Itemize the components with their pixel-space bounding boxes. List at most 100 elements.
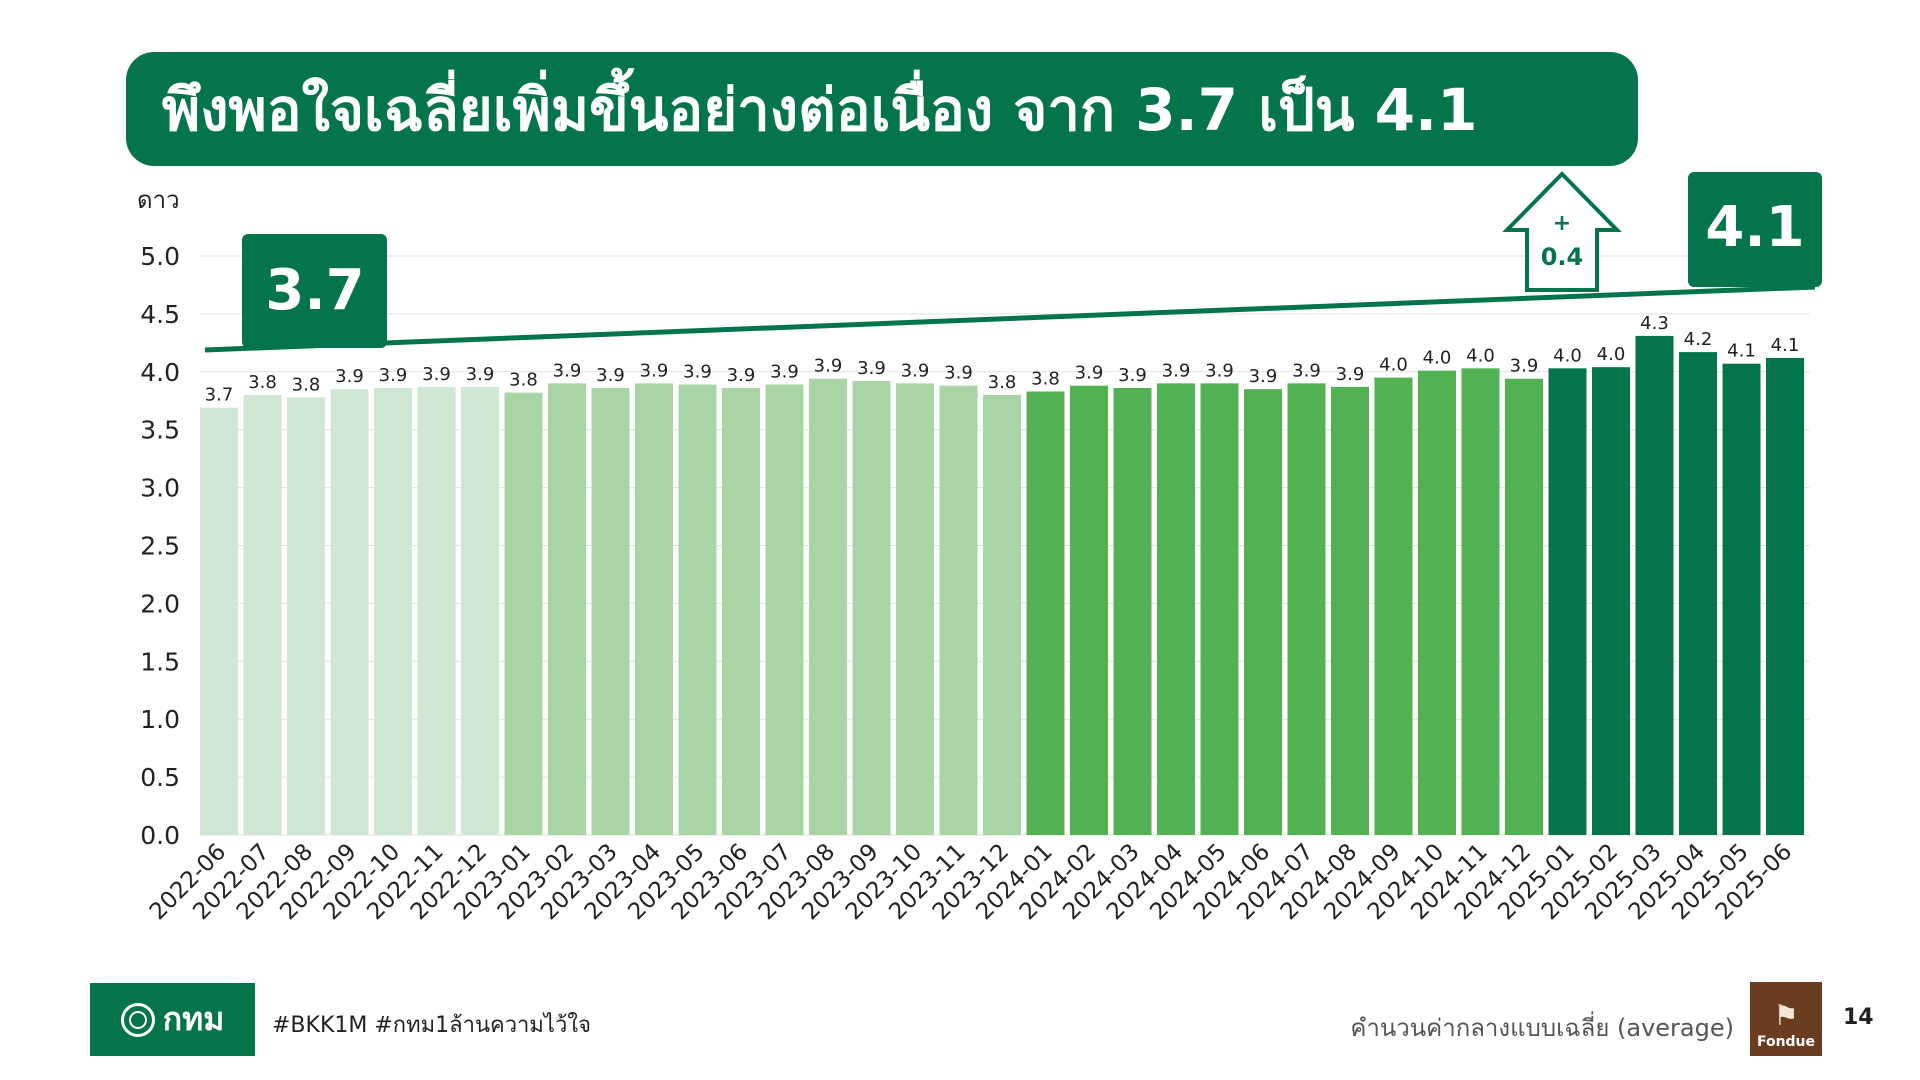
y-axis-label: ดาว — [137, 186, 180, 214]
data-label: 3.9 — [901, 360, 930, 381]
data-label: 4.0 — [1553, 345, 1582, 366]
bar — [200, 407, 238, 835]
bar — [1592, 367, 1630, 835]
data-label: 3.9 — [1336, 364, 1365, 385]
data-label: 3.9 — [596, 365, 625, 386]
page-number: 14 — [1843, 1005, 1874, 1030]
data-label: 3.9 — [335, 366, 364, 387]
y-tick-label: 4.5 — [140, 300, 180, 329]
bar — [548, 383, 586, 835]
data-label: 4.0 — [1423, 348, 1452, 369]
bar — [1635, 335, 1674, 835]
bar — [1548, 368, 1587, 835]
bar — [1374, 377, 1413, 835]
delta-value-label: 0.4 — [1541, 243, 1584, 271]
hashtags: #BKK1M #กทม1ล้านความไว้ใจ — [272, 1013, 591, 1038]
bar — [765, 384, 804, 835]
bar — [1418, 370, 1456, 835]
start-value-label: 3.7 — [265, 258, 364, 323]
y-tick-label: 0.0 — [140, 821, 180, 850]
y-tick-label: 3.0 — [140, 474, 180, 503]
bar — [461, 386, 499, 835]
data-label: 3.8 — [509, 370, 538, 391]
megaphone-icon: ⚑ — [1773, 999, 1799, 1032]
data-label: 4.1 — [1727, 341, 1756, 362]
data-label: 4.2 — [1684, 329, 1713, 350]
up-arrow-icon — [1502, 171, 1622, 292]
bar — [1505, 378, 1543, 835]
data-label: 3.9 — [553, 360, 582, 381]
bar — [1200, 383, 1239, 835]
bar — [852, 381, 891, 835]
y-tick-label: 2.5 — [140, 532, 180, 561]
bar — [330, 389, 369, 835]
data-label: 3.8 — [988, 372, 1017, 393]
bar — [1026, 391, 1065, 835]
bar — [809, 378, 847, 835]
data-label: 3.9 — [422, 364, 451, 385]
y-tick-label: 2.0 — [140, 589, 180, 618]
data-label: 3.8 — [292, 374, 321, 395]
data-label: 3.9 — [640, 360, 669, 381]
data-label: 4.1 — [1771, 335, 1800, 356]
bar — [1070, 385, 1108, 835]
bar — [591, 388, 630, 835]
bar — [1331, 386, 1369, 835]
data-label: 3.9 — [1292, 360, 1321, 381]
y-tick-label: 1.5 — [140, 647, 180, 676]
bar — [374, 388, 412, 835]
bar-chart: 0.00.51.01.52.02.53.03.54.04.55.0ดาว3.72… — [137, 171, 1822, 925]
data-label: 3.9 — [379, 365, 408, 386]
bar — [939, 385, 978, 835]
data-label: 3.9 — [727, 365, 756, 386]
bma-logo: กทม — [90, 983, 255, 1056]
data-label: 4.3 — [1640, 313, 1669, 334]
city-seal-icon — [120, 1002, 155, 1037]
data-label: 3.9 — [857, 358, 886, 379]
bar — [1679, 352, 1717, 835]
data-label: 3.9 — [770, 362, 799, 383]
y-tick-label: 0.5 — [140, 763, 180, 792]
bar — [1722, 363, 1761, 835]
data-label: 3.9 — [1249, 366, 1278, 387]
bar — [1766, 357, 1804, 835]
bar — [635, 383, 673, 835]
data-label: 3.8 — [1031, 368, 1060, 389]
y-tick-label: 5.0 — [140, 242, 180, 271]
end-value-box — [1688, 172, 1822, 287]
title-banner: พึงพอใจเฉลี่ยเพิ่มขึ้นอย่างต่อเนื่อง จาก… — [126, 52, 1638, 166]
end-value-label: 4.1 — [1705, 195, 1804, 260]
bar — [504, 392, 543, 835]
data-label: 3.9 — [1118, 365, 1147, 386]
bar — [1244, 389, 1282, 835]
data-label: 3.9 — [1205, 360, 1234, 381]
delta-plus-label: + — [1553, 211, 1571, 236]
start-value-box — [242, 234, 387, 348]
data-label: 3.9 — [683, 362, 712, 383]
bar — [983, 394, 1021, 835]
data-label: 3.9 — [1510, 356, 1539, 377]
y-tick-label: 4.0 — [140, 358, 180, 387]
method-note: คำนวนค่ากลางแบบเฉลี่ย (average) — [1350, 1014, 1734, 1042]
bar — [417, 386, 456, 835]
fondue-brand: Fondue — [1756, 1034, 1816, 1050]
data-label: 3.8 — [248, 372, 277, 393]
data-label: 4.0 — [1466, 345, 1495, 366]
bar — [1287, 383, 1326, 835]
bar — [287, 397, 325, 835]
bar — [896, 383, 934, 835]
trend-line — [204, 284, 1816, 353]
y-tick-label: 1.0 — [140, 705, 180, 734]
fondue-logo: ⚑ Fondue — [1750, 982, 1822, 1056]
bar — [722, 388, 760, 835]
data-label: 3.9 — [814, 356, 843, 377]
bar — [678, 384, 717, 835]
page-title: พึงพอใจเฉลี่ยเพิ่มขึ้นอย่างต่อเนื่อง จาก… — [162, 75, 1478, 144]
data-label: 3.9 — [1075, 363, 1104, 384]
data-label: 3.7 — [205, 385, 234, 406]
bar — [1113, 388, 1152, 835]
data-label: 3.9 — [944, 363, 973, 384]
data-label: 4.0 — [1597, 344, 1626, 365]
data-label: 4.0 — [1379, 355, 1408, 376]
y-tick-label: 3.5 — [140, 416, 180, 445]
